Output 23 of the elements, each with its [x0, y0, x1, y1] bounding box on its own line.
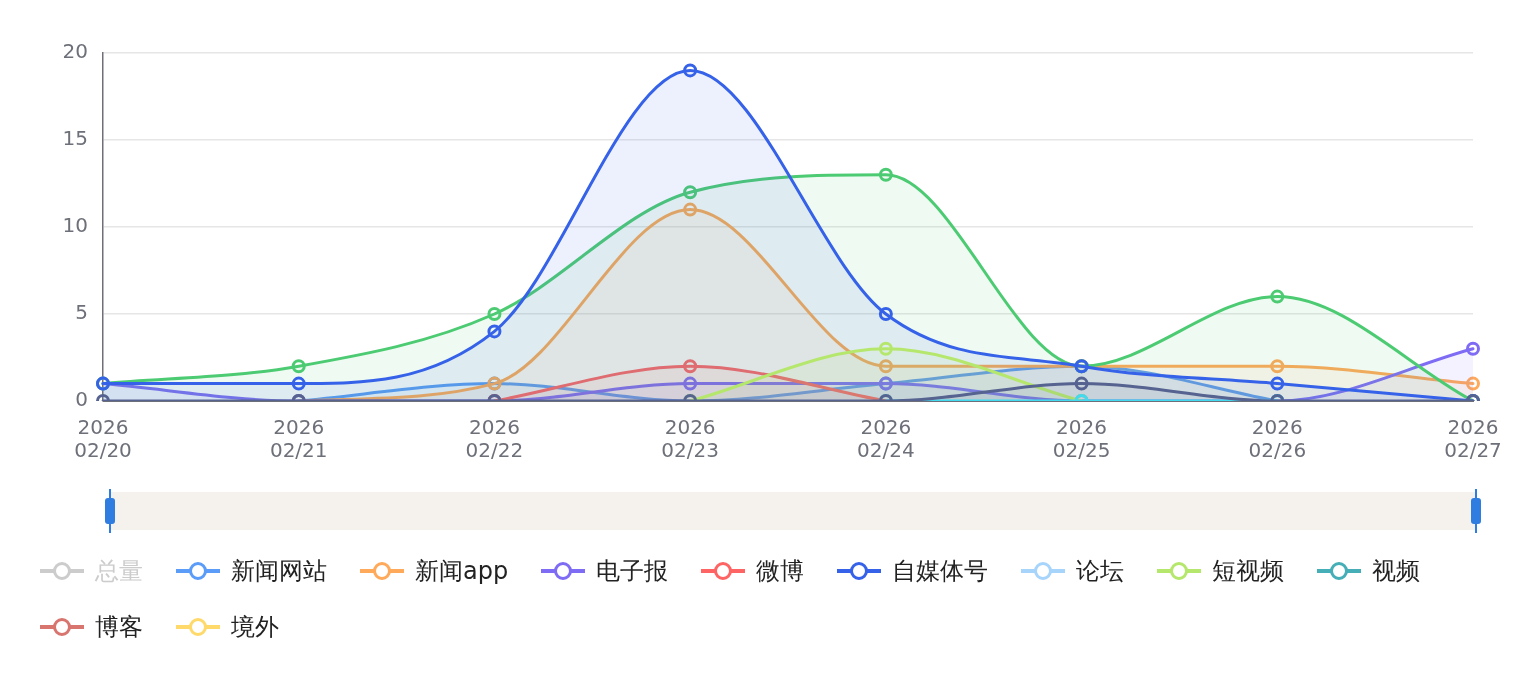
legend-label: 电子报 — [596, 556, 669, 587]
x-tick-label: 2026 02/27 — [1444, 414, 1502, 462]
x-tick-label: 2026 02/23 — [661, 414, 719, 462]
legend-label: 短视频 — [1212, 556, 1285, 587]
x-tick-label: 2026 02/22 — [465, 414, 524, 462]
legend-label: 新闻网站 — [231, 556, 327, 587]
legend-label: 自媒体号 — [892, 556, 989, 587]
x-tick-label: 2026 02/26 — [1248, 414, 1307, 462]
y-tick-label: 0 — [75, 387, 88, 412]
legend-label: 视频 — [1372, 556, 1421, 587]
x-tick-label: 2026 02/25 — [1052, 414, 1111, 462]
x-tick-label: 2026 02/20 — [74, 414, 132, 462]
y-tick-label: 15 — [62, 126, 88, 151]
x-tick-label: 2026 02/21 — [269, 414, 328, 462]
legend-label: 新闻app — [415, 556, 509, 587]
y-tick-label: 10 — [62, 213, 88, 238]
legend-label: 境外 — [231, 612, 279, 643]
x-tick-label: 2026 02/24 — [857, 414, 915, 462]
legend-label: 论坛 — [1076, 556, 1125, 587]
y-tick-label: 20 — [62, 39, 88, 64]
legend-label: 微博 — [756, 556, 805, 587]
legend-label: 博客 — [95, 612, 143, 643]
y-tick-label: 5 — [75, 300, 88, 325]
